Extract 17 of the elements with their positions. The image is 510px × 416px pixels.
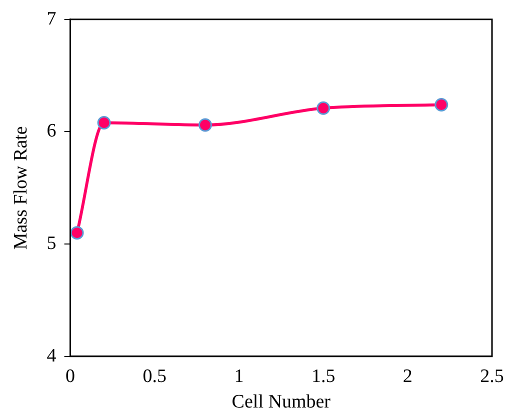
point (97, 116, 111, 130)
point (70, 226, 84, 240)
point (434, 98, 448, 112)
x-tick-label: 1 (234, 366, 244, 387)
x-axis-title: Cell Number (232, 392, 332, 413)
x-tick-label: 2.5 (480, 366, 504, 387)
y-tick-label: 7 (46, 8, 56, 30)
x-tick-label: 0.5 (142, 366, 167, 387)
y-axis-title: Mass Flow Rate (10, 126, 32, 250)
point (316, 101, 330, 115)
y-tick-label: 5 (46, 233, 56, 254)
y-tick-label: 6 (46, 120, 56, 142)
x-tick-label: 0 (66, 366, 76, 387)
y-tick-label: 4 (46, 345, 57, 366)
x-tick-label: 1.5 (311, 366, 336, 387)
x-tick-label: 2 (402, 366, 412, 387)
point (198, 118, 212, 132)
